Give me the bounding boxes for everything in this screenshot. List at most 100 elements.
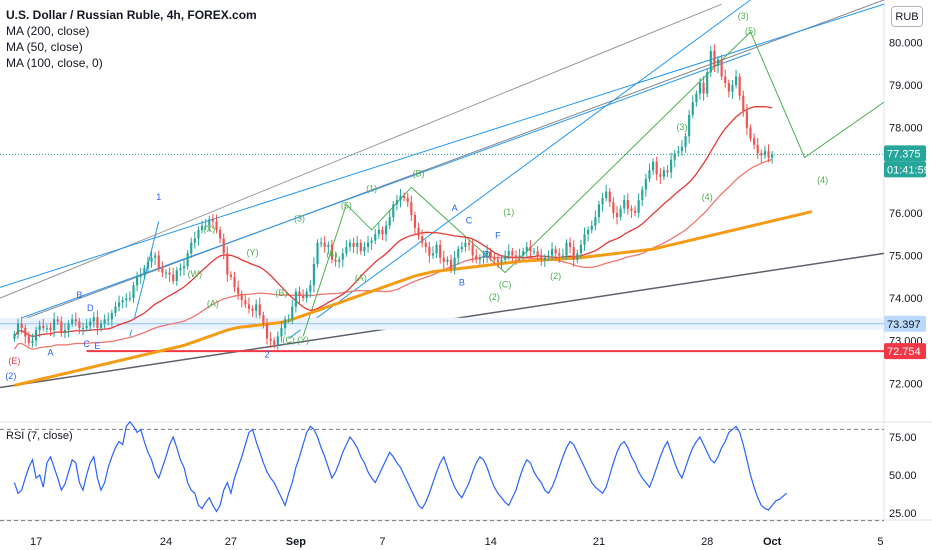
wave-label[interactable]: (1) <box>503 207 514 217</box>
candle[interactable] <box>182 266 186 269</box>
candle[interactable] <box>316 242 319 265</box>
candle[interactable] <box>312 264 315 286</box>
candle[interactable] <box>81 327 85 329</box>
candle[interactable] <box>417 227 420 237</box>
wave-label[interactable]: (4) <box>326 250 337 260</box>
candle[interactable] <box>399 195 402 201</box>
candle[interactable] <box>493 257 496 260</box>
candle[interactable] <box>276 336 279 345</box>
candle[interactable] <box>421 236 424 243</box>
candle[interactable] <box>460 246 463 250</box>
candle[interactable] <box>561 255 564 257</box>
countdown-tag[interactable] <box>884 161 926 178</box>
candle[interactable] <box>467 242 471 245</box>
wave-label[interactable]: 2 <box>264 350 269 360</box>
candle[interactable] <box>753 138 756 145</box>
candle[interactable] <box>449 259 453 269</box>
candle[interactable] <box>352 242 355 247</box>
candle[interactable] <box>237 287 240 294</box>
wave-label[interactable]: B <box>76 290 82 300</box>
blue-channel-steep[interactable] <box>288 0 751 339</box>
candle[interactable] <box>597 204 601 218</box>
candle[interactable] <box>211 219 214 222</box>
candle[interactable] <box>150 257 153 262</box>
candle[interactable] <box>680 146 684 152</box>
wave-label[interactable]: 1 <box>156 192 161 202</box>
candle[interactable] <box>146 261 150 269</box>
candle[interactable] <box>208 219 211 226</box>
candle[interactable] <box>356 242 359 247</box>
wave-label[interactable]: B <box>459 277 465 287</box>
candle[interactable] <box>388 217 391 226</box>
candle[interactable] <box>536 251 539 256</box>
candle[interactable] <box>204 225 207 227</box>
wave-label[interactable]: (C) <box>499 279 512 289</box>
candle[interactable] <box>302 295 305 299</box>
candle[interactable] <box>630 208 633 211</box>
candle[interactable] <box>154 255 157 258</box>
wave-label[interactable]: (X) <box>203 224 215 234</box>
candle[interactable] <box>756 144 759 154</box>
wave-label[interactable]: D <box>87 303 94 313</box>
candle[interactable] <box>323 242 326 247</box>
candle[interactable] <box>143 268 146 275</box>
candle[interactable] <box>226 253 229 275</box>
candle[interactable] <box>745 110 748 128</box>
candle[interactable] <box>763 151 767 156</box>
wave-label[interactable]: (E) <box>8 356 20 366</box>
candle[interactable] <box>644 178 647 190</box>
candle[interactable] <box>265 323 269 339</box>
candle[interactable] <box>587 229 590 235</box>
candle[interactable] <box>233 276 236 288</box>
candle[interactable] <box>366 242 370 247</box>
candle[interactable] <box>435 244 438 254</box>
candle[interactable] <box>612 202 615 213</box>
candle[interactable] <box>255 304 258 311</box>
candle[interactable] <box>543 257 546 260</box>
candle[interactable] <box>273 340 276 345</box>
candle[interactable] <box>576 253 579 260</box>
candle[interactable] <box>655 161 658 175</box>
wave-label[interactable]: (A) <box>207 299 219 309</box>
candle[interactable] <box>514 255 518 258</box>
candle[interactable] <box>633 210 637 213</box>
candle[interactable] <box>547 255 550 258</box>
candle[interactable] <box>522 251 525 256</box>
candle[interactable] <box>222 238 225 254</box>
candle[interactable] <box>403 195 406 198</box>
candle[interactable] <box>309 285 312 292</box>
candle[interactable] <box>99 323 103 328</box>
candle[interactable] <box>168 272 171 275</box>
candle[interactable] <box>713 51 716 66</box>
candle[interactable] <box>410 202 413 216</box>
candle[interactable] <box>229 274 233 277</box>
candle[interactable] <box>348 242 352 247</box>
candle[interactable] <box>641 189 644 201</box>
wave-label[interactable]: (W) <box>188 269 203 279</box>
candle[interactable] <box>24 327 27 337</box>
candle[interactable] <box>334 259 337 262</box>
candle[interactable] <box>684 136 687 147</box>
candle[interactable] <box>659 174 662 177</box>
candle[interactable] <box>377 229 380 235</box>
candle[interactable] <box>651 161 655 171</box>
candle[interactable] <box>193 238 196 243</box>
candle[interactable] <box>298 291 301 296</box>
candle[interactable] <box>489 251 492 258</box>
candle[interactable] <box>42 325 45 328</box>
candle[interactable] <box>720 59 723 77</box>
candle[interactable] <box>85 325 88 328</box>
current-price-tag[interactable] <box>884 145 926 162</box>
candle[interactable] <box>67 323 70 331</box>
candle[interactable] <box>760 153 763 156</box>
candle[interactable] <box>677 151 680 154</box>
candle[interactable] <box>13 334 16 339</box>
candle[interactable] <box>89 321 92 326</box>
candle[interactable] <box>247 304 251 309</box>
candle[interactable] <box>103 319 106 324</box>
candle[interactable] <box>482 255 485 258</box>
candle[interactable] <box>175 270 178 282</box>
candle[interactable] <box>413 215 417 228</box>
candle[interactable] <box>179 268 182 271</box>
candle[interactable] <box>583 234 586 245</box>
